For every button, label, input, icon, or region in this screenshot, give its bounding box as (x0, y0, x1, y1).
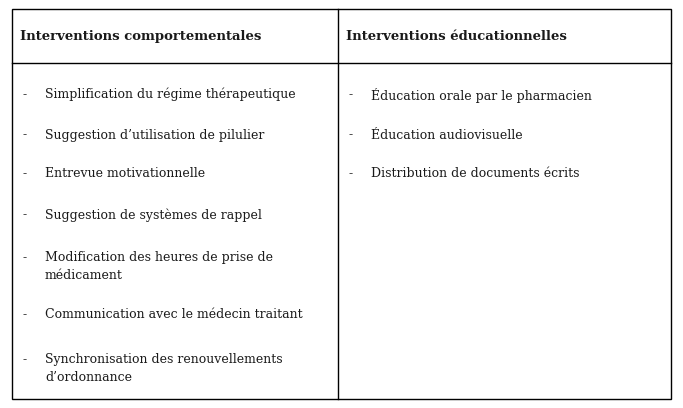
Text: Éducation audiovisuelle: Éducation audiovisuelle (371, 129, 522, 142)
Text: -: - (23, 208, 27, 221)
Text: Distribution de documents écrits: Distribution de documents écrits (371, 167, 579, 180)
Text: Interventions éducationnelles: Interventions éducationnelles (346, 30, 567, 42)
Text: Synchronisation des renouvellements
d’ordonnance: Synchronisation des renouvellements d’or… (45, 353, 283, 384)
Text: -: - (348, 167, 352, 180)
Text: -: - (348, 129, 352, 142)
Text: -: - (23, 353, 27, 366)
Text: Interventions comportementales: Interventions comportementales (20, 30, 262, 42)
Text: Suggestion d’utilisation de pilulier: Suggestion d’utilisation de pilulier (45, 129, 264, 142)
Text: -: - (23, 308, 27, 321)
Text: Éducation orale par le pharmacien: Éducation orale par le pharmacien (371, 88, 591, 103)
Text: -: - (23, 251, 27, 264)
Text: Simplification du régime thérapeutique: Simplification du régime thérapeutique (45, 88, 296, 101)
Text: Entrevue motivationnelle: Entrevue motivationnelle (45, 167, 205, 180)
Text: -: - (23, 129, 27, 142)
Text: Modification des heures de prise de
médicament: Modification des heures de prise de médi… (45, 251, 273, 282)
Text: Communication avec le médecin traitant: Communication avec le médecin traitant (45, 308, 303, 321)
Text: -: - (23, 88, 27, 101)
Text: -: - (348, 88, 352, 101)
Text: -: - (23, 167, 27, 180)
Text: Suggestion de systèmes de rappel: Suggestion de systèmes de rappel (45, 208, 262, 222)
